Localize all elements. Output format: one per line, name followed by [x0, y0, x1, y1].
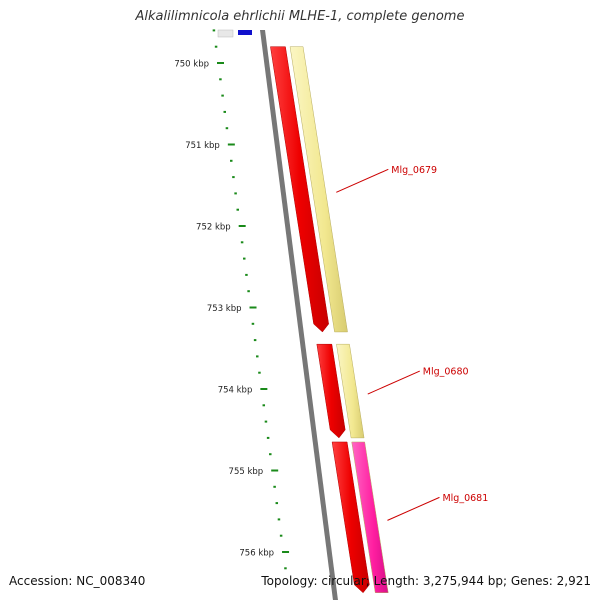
gene-label-Mlg_0681: Mlg_0681: [442, 493, 488, 504]
callout-line: [387, 496, 440, 521]
feature-Mlg_0679: [289, 46, 348, 333]
cds-Mlg_0681: [331, 441, 370, 594]
ruler-label: 750 kbp: [174, 60, 209, 70]
ruler-label: 752 kbp: [196, 223, 231, 233]
feature-Mlg_0681: [351, 441, 389, 593]
ruler-label: 754 kbp: [218, 386, 253, 396]
ruler-label: 756 kbp: [239, 549, 274, 559]
map-title: Alkalilimnicola ehrlichii MLHE-1, comple…: [135, 9, 465, 24]
upstream-gene-blue: [238, 30, 252, 35]
ruler-labels: 750 kbp 751 kbp 752 kbp 753 kbp 754 kbp 755 k…: [174, 60, 274, 559]
ruler-label: 753 kbp: [207, 304, 242, 314]
upstream-gene-grey: [217, 29, 234, 38]
accession-text: Accession: NC_008340: [9, 574, 146, 588]
feature-Mlg_0680: [336, 343, 365, 439]
summary-text: Topology: circular; Length: 3,275,944 bp…: [261, 574, 591, 588]
gene-label-Mlg_0680: Mlg_0680: [423, 367, 469, 378]
cds-Mlg_0679: [270, 46, 329, 333]
ruler-label: 751 kbp: [185, 141, 220, 151]
gene-label-Mlg_0679: Mlg_0679: [391, 165, 437, 176]
ruler-ticks: [212, 29, 290, 570]
genome-backbone: [260, 30, 338, 600]
callout-line: [367, 370, 420, 395]
feature-tracks: [217, 29, 389, 600]
callout-line: [336, 168, 389, 193]
ruler-label: 755 kbp: [229, 467, 264, 477]
gene-callouts: Mlg_0679 Mlg_0680 Mlg_0681: [336, 165, 488, 521]
cds-Mlg_0680: [316, 343, 346, 439]
